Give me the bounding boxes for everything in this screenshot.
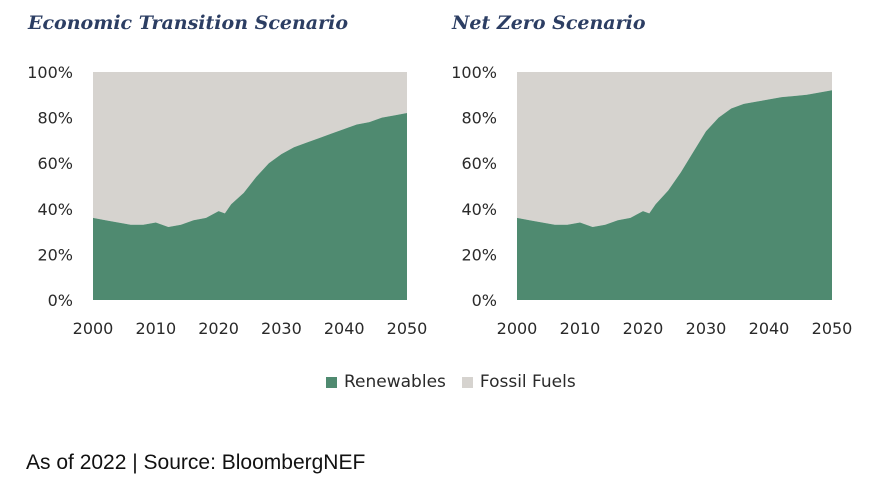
x-tick-label: 2050 xyxy=(812,319,853,338)
legend-label-fossil-fuels: Fossil Fuels xyxy=(479,372,576,392)
x-tick-label: 2010 xyxy=(560,319,601,338)
legend-swatch-renewables xyxy=(326,376,337,388)
y-tick-label: 20% xyxy=(461,245,497,264)
y-tick-label: 20% xyxy=(37,245,73,264)
y-tick-label: 60% xyxy=(37,154,73,173)
y-tick-label: 100% xyxy=(451,63,497,82)
area-fossil-fuels xyxy=(93,72,407,228)
area-renewables xyxy=(93,113,407,300)
y-tick-label: 40% xyxy=(461,200,497,219)
y-tick-label: 0% xyxy=(48,291,73,310)
x-tick-label: 2000 xyxy=(73,319,114,338)
x-tick-label: 2020 xyxy=(623,319,664,338)
y-tick-label: 40% xyxy=(37,200,73,219)
area-renewables xyxy=(517,90,832,301)
x-tick-label: 2030 xyxy=(686,319,727,338)
chart-title-economic-transition: Economic Transition Scenario xyxy=(28,12,349,34)
chart-title-net-zero: Net Zero Scenario xyxy=(452,12,646,34)
legend-item-renewables: Renewables xyxy=(326,372,446,392)
x-tick-label: 2040 xyxy=(749,319,790,338)
area-fossil-fuels xyxy=(517,72,832,228)
x-tick-label: 2050 xyxy=(387,319,428,338)
x-tick-label: 2020 xyxy=(198,319,239,338)
x-tick-label: 2040 xyxy=(324,319,365,338)
legend-swatch-fossil-fuels xyxy=(461,376,473,388)
y-tick-label: 80% xyxy=(37,109,73,128)
y-tick-label: 100% xyxy=(27,63,73,82)
x-tick-label: 2030 xyxy=(261,319,302,338)
chart-legend: Renewables Fossil Fuels xyxy=(326,372,592,392)
y-tick-label: 80% xyxy=(461,109,497,128)
legend-label-renewables: Renewables xyxy=(344,372,446,392)
x-tick-label: 2010 xyxy=(135,319,176,338)
source-footnote: As of 2022 | Source: BloombergNEF xyxy=(26,451,366,474)
y-tick-label: 0% xyxy=(472,291,497,310)
x-tick-label: 2000 xyxy=(497,319,538,338)
legend-item-fossil-fuels: Fossil Fuels xyxy=(461,372,576,392)
y-tick-label: 60% xyxy=(461,154,497,173)
